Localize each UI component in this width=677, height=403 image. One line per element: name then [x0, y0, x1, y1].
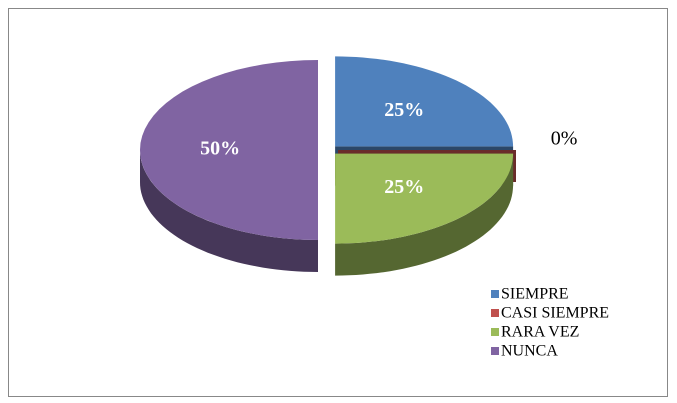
slice: [335, 56, 514, 147]
legend-label: RARA VEZ: [501, 324, 579, 341]
slice-wall: [335, 153, 514, 276]
legend-label: CASI SIEMPRE: [501, 305, 609, 322]
legend-label: NUNCA: [501, 343, 558, 360]
legend-label: SIEMPRE: [501, 286, 569, 303]
data-label: 25%: [384, 176, 424, 198]
data-label: 25%: [384, 99, 424, 121]
data-label: 0%: [551, 128, 578, 150]
legend-swatch: [491, 309, 499, 317]
slice: [335, 153, 514, 244]
slice-wall: [140, 150, 318, 272]
legend-swatch: [491, 347, 499, 355]
data-label: 50%: [200, 138, 240, 160]
slice: [140, 60, 318, 240]
legend-swatch: [491, 328, 499, 336]
legend-swatch: [491, 290, 499, 298]
